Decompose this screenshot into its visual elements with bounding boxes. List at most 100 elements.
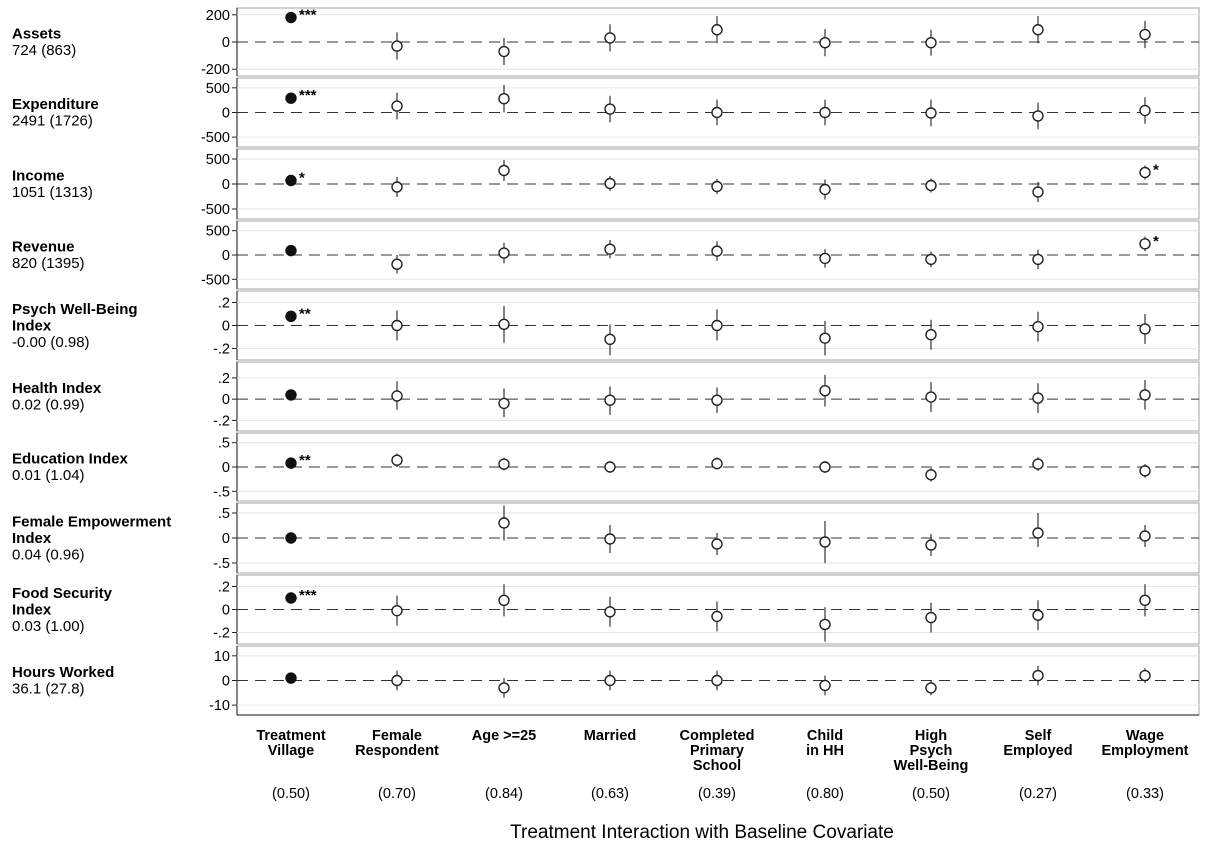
outcome-name: Revenue [12, 239, 75, 256]
y-tick-label: -.2 [213, 413, 230, 429]
point-interaction [498, 318, 510, 331]
point-interaction [1032, 110, 1044, 122]
point-treatment-village [285, 244, 297, 257]
y-tick-label: 10 [214, 649, 230, 665]
point-interaction [819, 332, 831, 344]
point-interaction [391, 181, 403, 193]
significance-stars: * [299, 170, 305, 187]
significance-stars: *** [299, 7, 317, 24]
point-interaction [391, 319, 403, 332]
outcome-name: Assets [12, 26, 61, 43]
x-category-label: Respondent [355, 743, 439, 759]
point-treatment-village [285, 389, 297, 401]
point-interaction [1032, 186, 1044, 198]
point-interaction [1032, 609, 1044, 621]
y-tick-label: 0 [222, 319, 230, 335]
point-interaction [604, 533, 616, 545]
x-category-mean: (0.27) [1019, 786, 1057, 802]
point-interaction [819, 36, 831, 49]
x-category-label: Employed [1003, 743, 1072, 759]
point-interaction [819, 618, 831, 631]
point-interaction [711, 106, 723, 119]
point-interaction [1139, 465, 1151, 477]
point-treatment-village [285, 11, 297, 24]
point-interaction [498, 594, 510, 606]
y-tick-label: -200 [201, 62, 230, 78]
x-category-label: Village [268, 743, 314, 759]
x-category-mean: (0.39) [698, 786, 736, 802]
y-tick-label: 0 [222, 460, 230, 476]
outcome-stat: 0.01 (1.04) [12, 467, 85, 484]
y-tick-label: -.5 [213, 556, 230, 572]
point-interaction [391, 100, 403, 112]
point-interaction [1139, 238, 1151, 250]
point-treatment-village [285, 174, 297, 187]
point-interaction [711, 319, 723, 332]
point-interaction [711, 180, 723, 193]
point-interaction [1139, 389, 1151, 401]
y-tick-label: .2 [218, 580, 230, 596]
point-interaction [925, 611, 937, 624]
point-interaction [604, 606, 616, 618]
significance-stars: ** [299, 305, 311, 322]
y-tick-label: .5 [218, 436, 230, 452]
point-interaction [1032, 24, 1044, 36]
point-interaction [498, 92, 510, 105]
y-tick-label: .5 [218, 506, 230, 522]
x-category-label: in HH [806, 743, 844, 759]
x-category-label: Well-Being [894, 758, 969, 774]
point-interaction [1032, 320, 1044, 333]
x-category-mean: (0.50) [912, 786, 950, 802]
y-tick-label: 0 [222, 392, 230, 408]
outcome-name: Index [12, 317, 52, 334]
point-interaction [711, 24, 723, 36]
point-interaction [498, 247, 510, 259]
point-interaction [819, 679, 831, 692]
x-category-label: Age >=25 [472, 728, 537, 744]
point-interaction [711, 394, 723, 406]
point-interaction [925, 539, 937, 551]
point-interaction [925, 179, 937, 192]
significance-stars: * [1153, 233, 1159, 250]
outcome-stat: 1051 (1313) [12, 184, 93, 201]
point-treatment-village [285, 672, 297, 684]
point-interaction [498, 517, 510, 529]
point-interaction [391, 258, 403, 270]
outcome-name: Psych Well-Being [12, 301, 138, 318]
x-category-label: Primary [690, 743, 744, 759]
x-category-label: Completed [680, 728, 755, 744]
outcome-name: Income [12, 168, 65, 185]
y-tick-label: 500 [206, 152, 230, 168]
x-category-label: Child [807, 728, 843, 744]
point-interaction [925, 391, 937, 403]
x-category-mean: (0.50) [272, 786, 310, 802]
outcome-stat: 724 (863) [12, 42, 76, 59]
y-tick-label: -500 [201, 272, 230, 288]
x-category-label: High [915, 728, 947, 744]
point-interaction [604, 674, 616, 687]
point-interaction [604, 32, 616, 44]
outcome-name: Hours Worked [12, 664, 114, 681]
point-interaction [711, 610, 723, 623]
point-interaction [1139, 669, 1151, 682]
point-interaction [391, 390, 403, 402]
y-tick-label: -500 [201, 202, 230, 218]
point-interaction [1139, 166, 1151, 179]
point-interaction [604, 177, 616, 190]
point-interaction [711, 674, 723, 687]
point-treatment-village [285, 457, 297, 469]
x-category-mean: (0.80) [806, 786, 844, 802]
y-tick-label: 0 [222, 177, 230, 193]
point-interaction [925, 329, 937, 341]
point-interaction [819, 252, 831, 265]
y-tick-label: .2 [218, 371, 230, 387]
point-treatment-village [285, 310, 297, 322]
y-tick-label: 200 [206, 8, 230, 24]
